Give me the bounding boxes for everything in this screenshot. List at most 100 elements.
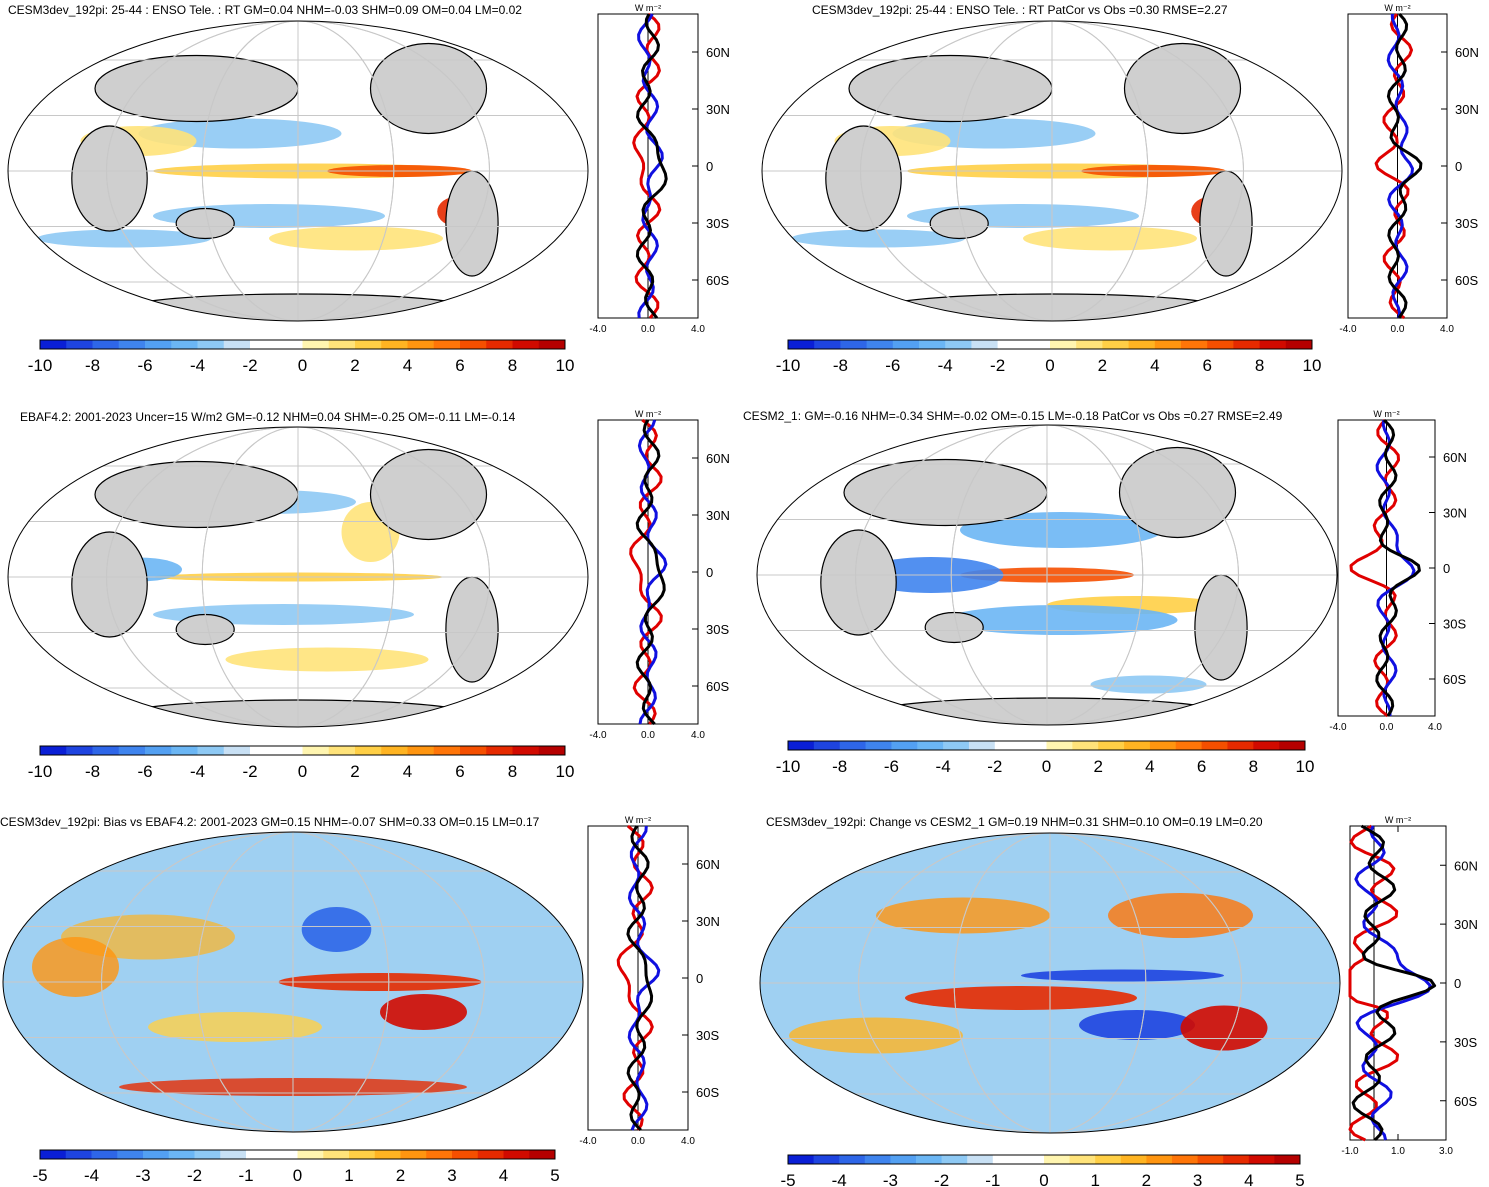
profile-ytick-label: 60S	[1455, 273, 1478, 288]
colorbar-tick-label: 10	[556, 762, 575, 781]
colorbar-swatch	[302, 746, 330, 755]
colorbar: -10 -8 -6 -4 -2 0 2 4 6 8 10	[776, 339, 1321, 375]
land-mass	[848, 54, 1053, 123]
graticule-meridian	[953, 833, 1147, 1133]
land-mass	[71, 125, 148, 232]
colorbar-swatch	[381, 746, 408, 755]
land-mass	[175, 207, 235, 240]
colorbar-swatch	[538, 746, 566, 755]
profile-xtick-label: -4.0	[1339, 324, 1357, 335]
colorbar-swatch	[1018, 1155, 1045, 1164]
zonal-profile: W m⁻² -4.0 0.0 4.0 60N 30N 0 30S 60S	[1329, 409, 1466, 733]
land-mass	[369, 42, 488, 135]
profile-ytick-label: 60S	[1443, 672, 1466, 687]
colorbar-swatch	[813, 741, 841, 750]
field-patch	[1090, 675, 1207, 694]
colorbar-tick-label: -5	[780, 1171, 795, 1187]
field-patch	[905, 986, 1137, 1010]
colorbar-swatch	[171, 340, 198, 349]
colorbar-swatch	[407, 340, 435, 349]
profile-xtick-label: 0.0	[641, 324, 655, 335]
field-patch	[945, 605, 1178, 635]
colorbar-swatch	[788, 340, 815, 349]
colorbar-tick-label: -2	[242, 762, 257, 781]
colorbar-swatch	[1181, 340, 1208, 349]
colorbar-swatch	[91, 1150, 118, 1159]
colorbar-swatch	[1098, 741, 1125, 750]
map-outline	[7, 20, 589, 322]
field-patch	[225, 647, 429, 672]
land-mass	[1123, 42, 1242, 135]
colorbar-tick-label: 0	[293, 1166, 302, 1185]
colorbar-tick-label: 2	[1098, 356, 1107, 375]
colorbar-tick-label: -10	[28, 356, 53, 375]
colorbar-swatch	[486, 746, 513, 755]
land-mass	[929, 207, 989, 240]
colorbar-swatch	[1020, 741, 1047, 750]
profile-xtick-label: 4.0	[1428, 722, 1442, 733]
profile-unit-label: W m⁻²	[1373, 409, 1399, 419]
colorbar-tick-label: 5	[1295, 1171, 1304, 1187]
panel-title: CESM3dev_192pi: Change vs CESM2_1 GM=0.1…	[766, 815, 1263, 829]
colorbar-swatch	[92, 746, 120, 755]
colorbar-tick-label: 0	[1045, 356, 1054, 375]
colorbar-tick-label: 8	[508, 762, 517, 781]
colorbar-tick-label: 3	[447, 1166, 456, 1185]
land-mass	[1199, 170, 1253, 277]
colorbar-tick-label: 4	[403, 762, 412, 781]
profile-ytick-label: 30N	[1454, 917, 1478, 932]
colorbar-swatch	[1154, 340, 1182, 349]
colorbar-swatch	[971, 340, 999, 349]
profile-ytick-label: 30S	[696, 1028, 719, 1043]
colorbar-swatch	[355, 746, 382, 755]
profile-ytick-label: 0	[1443, 561, 1450, 576]
colorbar-swatch	[197, 340, 225, 349]
colorbar-tick-label: 8	[1249, 757, 1258, 776]
panel-3: CESM2_1: GM=-0.16 NHM=-0.34 SHM=-0.02 OM…	[743, 409, 1467, 776]
colorbar-tick-label: 8	[508, 356, 517, 375]
colorbar-swatch	[1050, 340, 1077, 349]
colorbar-tick-label: 4	[1244, 1171, 1253, 1187]
colorbar-swatch	[865, 741, 892, 750]
profile-ytick-label: 60S	[706, 679, 729, 694]
profile-ytick-label: 60S	[1454, 1094, 1477, 1109]
colorbar-tick-label: -8	[85, 356, 100, 375]
graticule-meridian	[201, 21, 395, 321]
profile-ytick-label: 60N	[1454, 858, 1478, 873]
colorbar: -10 -8 -6 -4 -2 0 2 4 6 8 10	[28, 745, 575, 781]
colorbar-swatch	[1102, 340, 1130, 349]
colorbar-swatch	[1227, 741, 1254, 750]
colorbar-tick-label: 2	[1093, 757, 1102, 776]
colorbar-tick-label: 10	[556, 356, 575, 375]
panel-title: EBAF4.2: 2001-2023 Uncer=15 W/m2 GM=-0.1…	[20, 410, 516, 424]
field-patch	[1021, 969, 1224, 982]
colorbar-swatch	[967, 1155, 994, 1164]
panel-4: CESM3dev_192pi: Bias vs EBAF4.2: 2001-20…	[0, 815, 720, 1185]
land-mass	[71, 531, 148, 638]
colorbar-swatch	[328, 340, 356, 349]
profile-ytick-label: 60N	[706, 45, 730, 60]
colorbar-swatch	[223, 746, 251, 755]
colorbar-tick-label: -2	[187, 1166, 202, 1185]
colorbar-swatch	[297, 1150, 324, 1159]
colorbar-swatch	[1172, 1155, 1199, 1164]
colorbar-swatch	[1124, 741, 1151, 750]
profile-ytick-label: 60N	[1443, 450, 1467, 465]
profile-ytick-label: 60S	[706, 273, 729, 288]
colorbar-swatch	[246, 1150, 273, 1159]
colorbar-swatch	[486, 340, 513, 349]
colorbar-tick-label: 0	[298, 762, 307, 781]
colorbar-tick-label: 8	[1255, 356, 1264, 375]
colorbar-border	[39, 745, 566, 756]
colorbar-swatch	[197, 746, 225, 755]
colorbar-swatch	[1259, 340, 1287, 349]
profile-ytick-label: 0	[1454, 976, 1461, 991]
colorbar-tick-label: 6	[455, 762, 464, 781]
colorbar-swatch	[1128, 340, 1156, 349]
profile-xtick-label: 0.0	[641, 730, 655, 741]
colorbar-swatch	[1223, 1155, 1250, 1164]
profile-series-line	[1354, 825, 1432, 1141]
colorbar-tick-label: -5	[32, 1166, 47, 1185]
zonal-profile: W m⁻² -4.0 0.0 4.0 60N 30N 0 30S 60S	[589, 3, 729, 335]
colorbar-tick-label: 3	[1193, 1171, 1202, 1187]
